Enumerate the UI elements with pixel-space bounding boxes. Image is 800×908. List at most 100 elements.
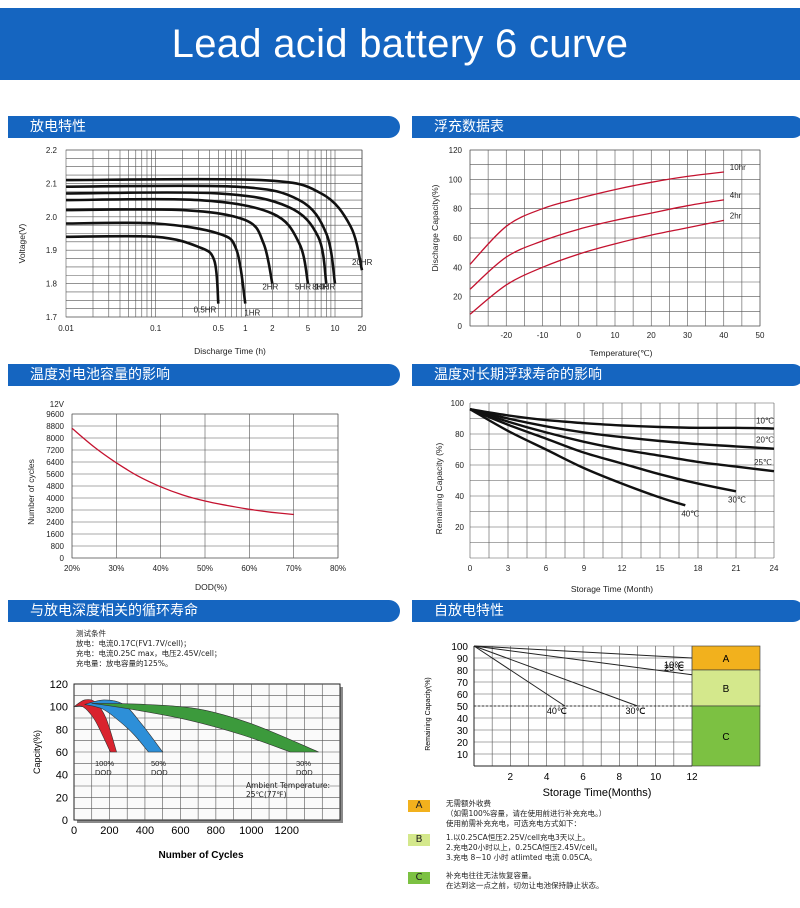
x-tick-label: 10 [611, 331, 620, 340]
y-tick-label: 1600 [46, 530, 64, 539]
x-axis-label: DOD(%) [195, 582, 227, 592]
x-tick-label: 6 [544, 564, 549, 573]
x-tick-label: 12 [618, 564, 627, 573]
series-line [469, 408, 775, 473]
y-tick-label: 40 [453, 263, 462, 272]
series-label: 2hr [730, 211, 742, 220]
x-tick-label: 40% [153, 564, 169, 573]
y-tick-label: 1.8 [46, 280, 58, 289]
band-label: 30% [296, 759, 311, 768]
test-condition-text: 充电量：放电容量的125%。 [76, 658, 172, 668]
y-tick-label: 80 [453, 205, 462, 214]
series-line [469, 199, 724, 290]
x-tick-label: 600 [171, 825, 189, 837]
x-axis-label: Storage Time (Month) [571, 584, 653, 594]
test-condition-text: 充电：电流0.25C max，电压2.45V/cell； [76, 648, 221, 658]
y-tick-label: 60 [453, 234, 462, 243]
x-tick-label: 60% [241, 564, 257, 573]
x-axis-label: Storage Time(Months) [543, 787, 652, 799]
series-line [473, 645, 693, 676]
y-tick-label: 20 [56, 792, 68, 804]
cycle-band [73, 699, 118, 753]
x-axis-label: Number of Cycles [158, 850, 243, 861]
y-tick-label: 80 [56, 724, 68, 736]
y-tick-label: 90 [457, 654, 469, 665]
band-label: DOD [296, 768, 313, 777]
x-tick-label: 0 [71, 825, 77, 837]
y-tick-label: 8000 [46, 434, 64, 443]
x-tick-label: 1000 [239, 825, 263, 837]
x-tick-label: 400 [136, 825, 154, 837]
series-line [65, 234, 220, 304]
y-tick-label: 100 [449, 175, 463, 184]
cycle-band [91, 703, 319, 753]
x-axis-label: Discharge Time (h) [194, 346, 266, 356]
x-tick-label: 0 [468, 564, 473, 573]
y-axis-label: Number of cycles [26, 459, 36, 525]
legend-text: 补充电往往无法恢复容量。 在达到这一点之前，切勿让电池保持静止状态。 [446, 871, 604, 890]
y-tick-label: 20 [455, 523, 464, 532]
series-label: 8HR [312, 283, 328, 292]
section-header-temp-life: 温度对长期浮球寿命的影响 [412, 364, 800, 386]
series-label: 0.5HR [194, 306, 217, 315]
series-line [65, 208, 274, 284]
y-tick-label: 80 [457, 666, 469, 677]
test-condition-text: 放电：电流0.17C(FV1.7V/cell)； [76, 638, 191, 648]
y-tick-label: 120 [50, 679, 68, 691]
x-tick-label: 4 [544, 772, 550, 783]
series-line [65, 177, 364, 271]
series-label: 30℃ [728, 495, 746, 504]
zone-box [691, 669, 761, 707]
series-label: 10℃ [664, 660, 684, 670]
x-tick-label: 50% [197, 564, 213, 573]
y-tick-label: 9600 [46, 410, 64, 419]
series-line [65, 184, 337, 284]
y-tick-label: 20 [453, 293, 462, 302]
section-header-self-discharge: 自放电特性 [412, 600, 800, 622]
series-line [469, 171, 724, 265]
y-tick-label: 60 [457, 690, 469, 701]
band-label: 50% [151, 759, 166, 768]
series-label: 10HR [315, 283, 336, 292]
y-tick-label: 2.0 [46, 213, 58, 222]
chart-temp-capacity: 0 800 1600 2400 3200 4000 4800 5600 6400 7200 8000… [26, 400, 346, 592]
x-tick-label: 2 [270, 324, 275, 333]
x-tick-label: 8 [617, 772, 623, 783]
zone-box [691, 705, 761, 767]
series-line [469, 408, 775, 450]
y-tick-label: 6400 [46, 458, 64, 467]
x-tick-label: 30% [108, 564, 124, 573]
x-tick-label: 200 [100, 825, 118, 837]
y-tick-label: 40 [457, 714, 469, 725]
chart-float: 0 20 40 60 80 100 120 -20 -10 0 10 20 30 40 50 Temperat… [430, 146, 765, 358]
series-label: 4hr [730, 191, 742, 200]
y-tick-label: 4800 [46, 482, 64, 491]
y-tick-label: 120 [449, 146, 463, 155]
series-label: 1HR [244, 309, 260, 318]
zone-label: C [722, 732, 729, 743]
x-tick-label: 5 [306, 324, 311, 333]
x-tick-label: 1200 [275, 825, 299, 837]
y-tick-label: 8800 [46, 422, 64, 431]
series-line [469, 219, 724, 315]
series-line [469, 408, 775, 430]
series-line [469, 408, 686, 507]
x-tick-label: 3 [506, 564, 511, 573]
x-axis-label: Temperature(℃) [590, 348, 653, 358]
y-tick-label: 40 [56, 770, 68, 782]
y-tick-label: 3200 [46, 506, 64, 515]
zone-label: A [723, 654, 730, 665]
y-tick-label: 2.2 [46, 146, 58, 155]
legend-key-c: C [408, 872, 430, 884]
legend-text: 无需额外收费 （如需100%容量，请在使用前进行补充充电。） 使用前需补充充电，… [446, 799, 607, 828]
y-tick-label: 0 [62, 815, 68, 827]
x-tick-label: 40 [719, 331, 728, 340]
chart-temp-life: 20 40 60 80 100 0 3 6 9 12 15 18 21 24 Storage Time (M… [434, 399, 779, 594]
section-header-cycle-life: 与放电深度相关的循环寿命 [8, 600, 400, 622]
y-tick-label: 60 [56, 747, 68, 759]
series-label: 10hr [730, 163, 746, 172]
y-tick-label: 7200 [46, 446, 64, 455]
series-line [473, 645, 638, 707]
